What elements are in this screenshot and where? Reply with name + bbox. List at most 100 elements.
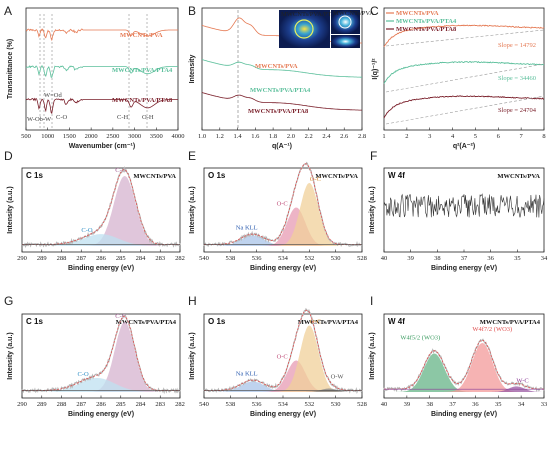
panel-d-x-tick-label: 284 — [136, 255, 147, 262]
panel-c-x-tick-label: 4 — [451, 133, 455, 140]
panel-b-x-tick-label: 1.8 — [269, 133, 277, 140]
panel-d-x-label: Binding energy (eV) — [68, 265, 134, 272]
panel-d-x-tick-label: 287 — [76, 255, 87, 262]
panel-i-frame — [383, 313, 545, 399]
panel-b-x-tick-label: 1.6 — [251, 133, 260, 140]
panel-f-x-tick-label: 38 — [434, 255, 441, 262]
panel-c-porod: 1 2 3 4 5 6 7 8 q²(A⁻²) I(q)⁻¹/² MWCNTs/PVA MWC… — [372, 7, 546, 150]
panel-f-x-tick-label: 39 — [407, 255, 414, 262]
panel-h-x-tick-label: 534 — [278, 401, 289, 408]
panel-h-x-tick-label: 532 — [304, 401, 314, 408]
panel-c-slope-pta8: Slope = 24704 — [498, 107, 537, 114]
panel-e-sample: MWCNTs/PVA — [315, 173, 358, 180]
panel-a-ftir: 500 1000 1500 2000 2500 3000 3500 4000 Wavenumb… — [7, 7, 185, 150]
panel-b-inset-pattern-pva — [331, 10, 360, 34]
panel-c-legend-pva: MWCNTs/PVA — [396, 10, 439, 17]
panel-a-x-tick-label: 3500 — [150, 133, 163, 140]
panel-g-x-label: Binding energy (eV) — [68, 411, 134, 418]
panel-c-series-pva — [383, 24, 545, 48]
panel-a-x-tick-label: 1000 — [41, 133, 54, 140]
panel-a-legend-pva: MWCNTs/PVA — [120, 32, 163, 39]
panel-b-x-tick-label: 1.4 — [233, 133, 242, 140]
panel-b-inset-ring-pta4 — [294, 19, 314, 39]
panel-i-peak-label: W-C — [516, 377, 528, 384]
panel-c-y-label: I(q)⁻¹/² — [372, 58, 379, 80]
panel-h-x-tick-label: 538 — [225, 401, 235, 408]
panel-b-series-pta4 — [201, 59, 362, 78]
panel-h-x-tick-label: 540 — [199, 401, 209, 408]
panel-g-element: C 1s — [26, 317, 43, 326]
panel-label-d: D — [4, 149, 13, 163]
panel-g-x-tick-label: 287 — [76, 401, 87, 408]
panel-h-x-label: Binding energy (eV) — [250, 411, 316, 418]
panel-b-x-ticks: 1.0 1.2 1.4 1.6 1.8 2.0 2.2 2.4 2.6 2.8 — [198, 127, 366, 140]
panel-e-x-tick-label: 534 — [278, 255, 289, 262]
panel-f-raw-spectrum — [383, 193, 545, 218]
panel-c-x-tick-label: 2 — [405, 133, 408, 140]
panel-f-x-tick-label: 36 — [487, 255, 494, 262]
panel-f-x-tick-label: 40 — [381, 255, 388, 262]
panel-b-x-tick-label: 1.0 — [198, 133, 206, 140]
panel-f-x-tick-label: 34 — [541, 255, 548, 262]
panel-a-annot-co: C-O — [56, 114, 68, 121]
panel-f-x-tick-label: 37 — [461, 255, 468, 262]
panel-a-x-tick-label: 1500 — [63, 133, 76, 140]
panel-b-legend-pta4: MWCNTs/PVA/PTA4 — [250, 87, 311, 94]
panel-label-a: A — [4, 4, 12, 18]
panel-c-x-tick-label: 6 — [497, 133, 501, 140]
panel-b-x-tick-label: 2.6 — [340, 133, 349, 140]
panel-g-fit-envelope — [22, 315, 180, 391]
panel-g-xps: 290 289 288 287 286 285 284 283 282 Binding energ… — [7, 313, 185, 418]
panel-g-x-tick-label: 283 — [155, 401, 165, 408]
panel-c-slope-pta4: Slope = 34460 — [498, 75, 536, 82]
panel-c-x-tick-label: 8 — [542, 133, 545, 140]
panel-a-x-tick-label: 2500 — [106, 133, 119, 140]
panel-b-inset-label-pta4: MWCNTs/PVA/PTA4 — [281, 11, 340, 18]
panel-e-peak-label: Na KLL — [236, 225, 258, 232]
panel-a-annot-wobw: W-Ob-W — [27, 116, 52, 123]
panel-i-sample: MWCNTs/PVA/PTA4 — [480, 319, 541, 326]
xps-panels: 290 289 288 287 286 285 284 283 282 Binding energ… — [7, 161, 548, 418]
panel-g-peak-label: C-O — [77, 371, 89, 378]
panel-g-x-tick-label: 282 — [175, 401, 185, 408]
panel-h-x-tick-label: 528 — [357, 401, 367, 408]
panel-e-xps: 540 538 536 534 532 530 528 Binding energy (eV)… — [189, 161, 367, 272]
panel-label-f: F — [370, 149, 377, 163]
panel-h-peak-label: Na KLL — [236, 371, 258, 378]
panel-g-peak-fill — [22, 322, 180, 392]
panel-b-y-label: Intensity — [189, 55, 196, 84]
panel-g-peak-label: C-C — [115, 313, 126, 320]
panel-label-h: H — [188, 294, 197, 308]
panel-h-y-label: Intensity (a.u.) — [189, 332, 196, 379]
panel-d-element: C 1s — [26, 171, 43, 180]
panel-b-x-tick-label: 2.0 — [287, 133, 295, 140]
panel-a-x-tick-label: 2000 — [85, 133, 98, 140]
panel-b-series-pta8 — [201, 92, 362, 111]
panel-d-x-tick-label: 283 — [155, 255, 165, 262]
panel-a-x-tick-label: 3000 — [128, 133, 141, 140]
panel-a-series-pva — [25, 28, 178, 42]
panel-e-y-label: Intensity (a.u.) — [189, 186, 196, 233]
panel-i-x-tick-label: 38 — [426, 401, 433, 408]
panel-b-x-tick-label: 2.4 — [322, 133, 331, 140]
panel-i-x-tick-label: 37 — [449, 401, 456, 408]
panel-h-peak-fill — [204, 388, 362, 392]
panel-e-peak-label: O-C — [277, 201, 288, 208]
panel-e-element: O 1s — [208, 171, 226, 180]
panel-a-frame — [25, 7, 179, 131]
panel-e-x-tick-label: 528 — [357, 255, 367, 262]
panel-d-x-tick-label: 289 — [37, 255, 47, 262]
panel-a-x-tick-label: 4000 — [172, 133, 185, 140]
panel-b-legend-pva: MWCNTs/PVA — [255, 63, 298, 70]
panel-a-annot-wod: W=Od — [44, 92, 62, 99]
panel-c-x-tick-label: 5 — [474, 133, 477, 140]
panel-b-frame — [201, 7, 363, 131]
panel-label-i: I — [370, 294, 373, 308]
panel-e-x-tick-label: 530 — [331, 255, 341, 262]
panel-c-x-ticks: 1 2 3 4 5 6 7 8 — [382, 127, 546, 140]
panel-b-inset-ring-pva — [338, 15, 352, 29]
panel-a-legend-pta8: MWCNTs/PVA/PTA8 — [112, 97, 173, 104]
panel-e-x-label: Binding energy (eV) — [250, 265, 316, 272]
panel-c-series-pta4 — [383, 60, 545, 84]
panel-b-inset-pattern-pta8 — [331, 35, 360, 48]
